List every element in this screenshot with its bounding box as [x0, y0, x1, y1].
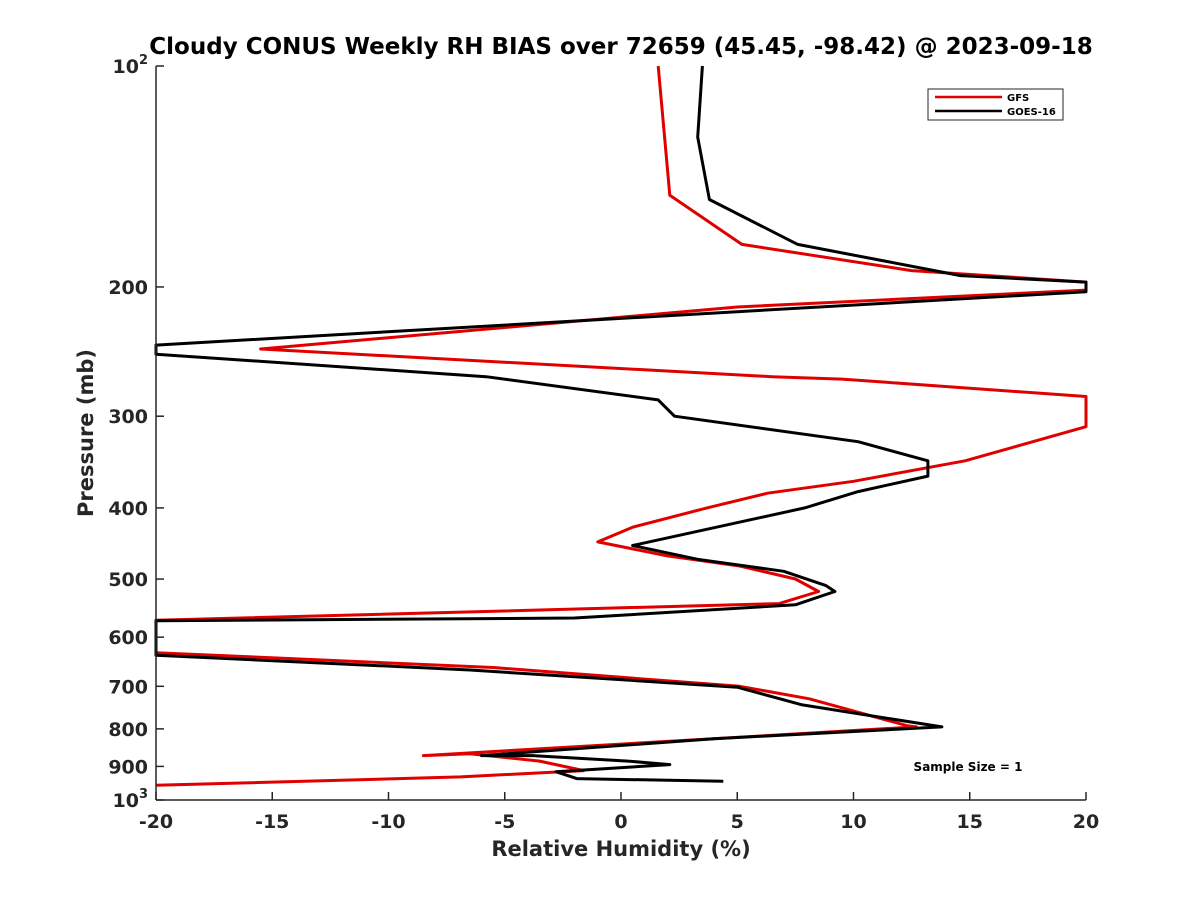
legend-label-gfs: GFS [1007, 93, 1029, 104]
x-tick-label: 0 [614, 811, 627, 833]
series-line-goes16 [154, 65, 1088, 783]
y-tick-label: 800 [108, 719, 148, 741]
x-tick-label: -10 [371, 811, 405, 833]
y-tick-label: 103 [113, 787, 149, 812]
x-axis-label: Relative Humidity (%) [491, 837, 750, 861]
ticks-layer: -20 -15 -10 -5 0 5 10 15 20 102 200 300 400 500 600 700… [108, 53, 1099, 833]
legend-box [927, 88, 1064, 121]
x-tick-label: 10 [840, 811, 866, 833]
sample-size-annotation: Sample Size = 1 [914, 760, 1023, 774]
x-tick-label: -20 [139, 811, 173, 833]
chart-title: Cloudy CONUS Weekly RH BIAS over 72659 (… [149, 34, 1092, 60]
y-axis-label: Pressure (mb) [74, 349, 98, 517]
x-tick-label: -5 [494, 811, 515, 833]
y-tick-label: 700 [108, 676, 148, 698]
y-tick-label: 200 [108, 277, 148, 299]
series-layer [154, 65, 1088, 787]
legend-label-goes16: GOES-16 [1007, 107, 1056, 118]
y-tick-label: 900 [108, 756, 148, 778]
y-tick-label: 102 [113, 53, 149, 78]
x-tick-label: -15 [255, 811, 289, 833]
legend: GFS GOES-16 [927, 88, 1064, 121]
x-tick-label: 5 [731, 811, 744, 833]
x-tick-label: 20 [1073, 811, 1099, 833]
y-tick-label: 500 [108, 569, 148, 591]
y-tick-label: 400 [108, 498, 148, 520]
y-tick-label: 600 [108, 627, 148, 649]
y-tick-label: 300 [108, 406, 148, 428]
x-tick-label: 15 [957, 811, 983, 833]
